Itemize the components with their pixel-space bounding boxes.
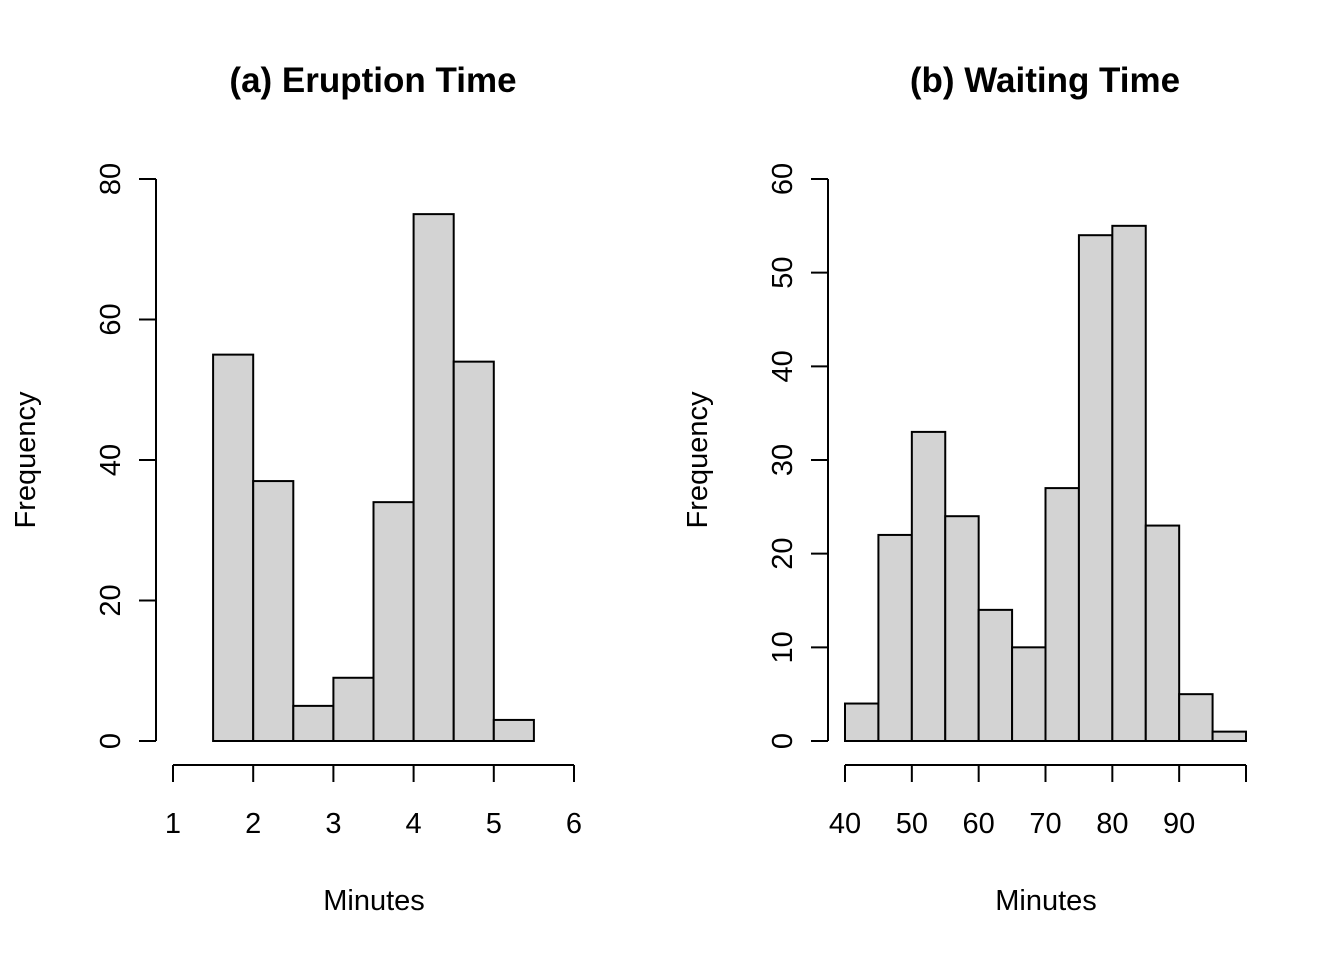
x-tick-label: 70	[1029, 808, 1061, 840]
y-axis-label: Frequency	[10, 391, 42, 529]
histogram-bar-4	[977, 608, 1014, 742]
chart-title: (b) Waiting Time	[910, 61, 1180, 100]
histogram-bar-6	[452, 360, 495, 742]
histogram-bar-7	[492, 718, 535, 742]
histogram-bar-5	[412, 213, 455, 742]
y-tick-label: 10	[767, 631, 799, 663]
y-tick-label: 30	[767, 444, 799, 476]
x-axis-label: Minutes	[995, 885, 1097, 917]
x-tick-label: 1	[165, 808, 181, 840]
histogram-bar-6	[1044, 487, 1080, 742]
histogram-bar-7	[1077, 234, 1114, 742]
y-axis: 0 10 20 30 40 50 60	[767, 163, 829, 749]
histogram-bar-8	[1111, 224, 1147, 743]
x-tick-label: 3	[325, 808, 341, 840]
x-tick-label: 90	[1163, 808, 1195, 840]
histogram-bar-2	[910, 430, 947, 742]
y-tick-label: 0	[95, 733, 127, 749]
x-tick-label: 40	[829, 808, 861, 840]
panel-eruption-time: (a) Eruption Time Minutes Frequency 0 20 4…	[10, 61, 582, 917]
bars	[212, 213, 535, 743]
y-tick-label: 60	[95, 303, 127, 335]
histogram-bar-11	[1211, 730, 1248, 743]
x-tick-label: 4	[406, 808, 422, 840]
panel-waiting-time: (b) Waiting Time Minutes Frequency 0 10 20…	[682, 61, 1248, 917]
x-axis: 1 2 3 4 5 6	[165, 764, 582, 840]
chart-title: (a) Eruption Time	[229, 61, 516, 100]
y-tick-label: 20	[767, 538, 799, 570]
x-tick-label: 50	[896, 808, 928, 840]
x-tick-label: 5	[486, 808, 502, 840]
y-axis: 0 20 40 60 80	[95, 163, 157, 749]
bars	[844, 224, 1248, 743]
x-tick-label: 6	[566, 808, 582, 840]
histogram-bar-1	[252, 480, 295, 742]
histogram-bar-3	[944, 515, 980, 743]
y-axis-label: Frequency	[682, 391, 714, 529]
histogram-bar-10	[1178, 693, 1214, 743]
y-tick-label: 80	[95, 163, 127, 195]
y-tick-label: 50	[767, 257, 799, 289]
histogram-bar-9	[1144, 524, 1181, 742]
histogram-bar-4	[372, 501, 415, 742]
y-tick-label: 40	[95, 444, 127, 476]
histogram-bar-5	[1011, 646, 1047, 742]
x-axis-label: Minutes	[323, 885, 425, 917]
histogram-bar-1	[877, 533, 913, 743]
x-tick-label: 2	[245, 808, 261, 840]
y-tick-label: 60	[767, 163, 799, 195]
histogram-bar-0	[212, 353, 255, 742]
x-tick-label: 60	[963, 808, 995, 840]
histogram-bar-3	[332, 676, 375, 743]
histogram-bar-0	[844, 702, 880, 742]
x-axis: 40 50 60 70 80 90	[829, 764, 1247, 840]
y-tick-label: 40	[767, 350, 799, 382]
x-tick-label: 80	[1096, 808, 1128, 840]
y-tick-label: 0	[767, 733, 799, 749]
y-tick-label: 20	[95, 584, 127, 616]
histogram-bar-2	[292, 704, 335, 742]
